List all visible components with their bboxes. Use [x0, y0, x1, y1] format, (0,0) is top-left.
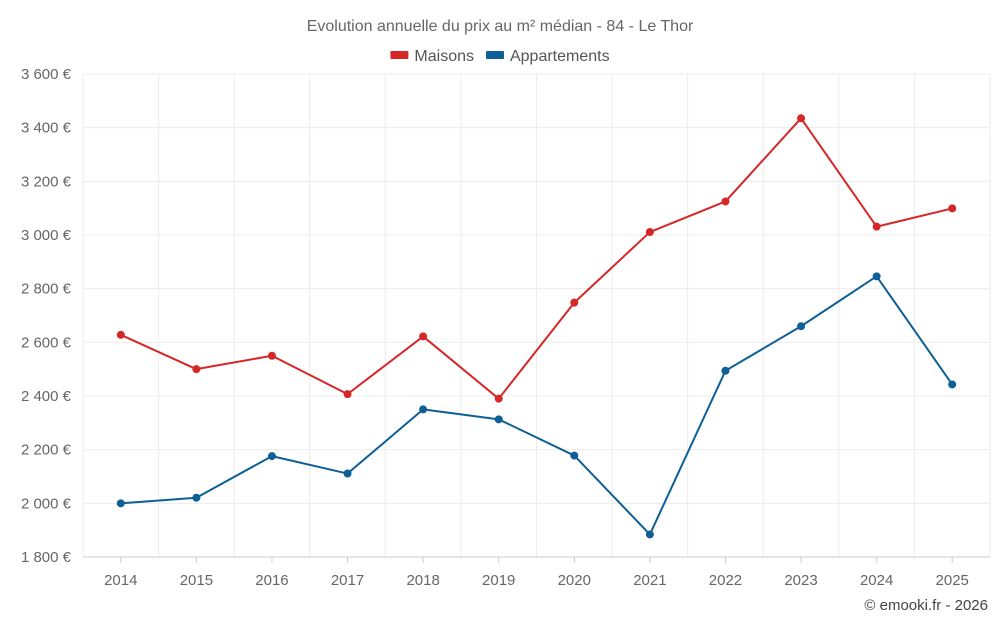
- credits-text[interactable]: © emooki.fr - 2026: [864, 597, 988, 614]
- data-point-appartements[interactable]: [645, 530, 654, 539]
- x-tick-label: 2021: [633, 572, 666, 589]
- y-tick-label: 2 200 €: [21, 442, 72, 459]
- series-line-appartements[interactable]: [119, 275, 954, 536]
- chart-grid: [82, 73, 991, 558]
- data-point-appartements[interactable]: [872, 272, 881, 281]
- series-maisons[interactable]: [116, 114, 957, 403]
- data-point-appartements[interactable]: [570, 451, 579, 460]
- data-point-appartements[interactable]: [494, 415, 503, 424]
- y-tick-label: 1 800 €: [21, 549, 72, 566]
- data-point-appartements[interactable]: [192, 493, 201, 502]
- data-point-maisons[interactable]: [797, 114, 806, 123]
- data-point-appartements[interactable]: [116, 499, 125, 508]
- data-point-maisons[interactable]: [192, 365, 201, 374]
- y-axis: 1 800 € 2 000 € 2 200 € 2 400 € 2 600 € 2 800…: [21, 66, 72, 566]
- x-tick-label: 2016: [255, 572, 288, 589]
- data-point-maisons[interactable]: [872, 222, 881, 231]
- legend-label-maisons[interactable]: Maisons: [414, 48, 474, 65]
- chart-legend: Maisons Appartements: [390, 48, 610, 65]
- x-tick-label: 2020: [558, 572, 591, 589]
- data-point-appartements[interactable]: [948, 380, 957, 389]
- y-tick-label: 3 400 €: [21, 120, 72, 137]
- x-tick-label: 2025: [936, 572, 969, 589]
- y-tick-label: 3 600 €: [21, 66, 72, 83]
- data-point-appartements[interactable]: [343, 469, 352, 478]
- x-tick-label: 2014: [104, 572, 137, 589]
- data-point-maisons[interactable]: [494, 394, 503, 403]
- data-point-maisons[interactable]: [645, 228, 654, 237]
- data-point-appartements[interactable]: [721, 366, 730, 375]
- y-tick-label: 2 600 €: [21, 334, 72, 351]
- data-point-maisons[interactable]: [948, 204, 957, 213]
- data-point-maisons[interactable]: [267, 351, 276, 360]
- legend-swatch-maisons[interactable]: [390, 51, 409, 59]
- data-point-appartements[interactable]: [419, 405, 428, 414]
- y-tick-label: 2 800 €: [21, 281, 72, 298]
- y-tick-label: 2 400 €: [21, 388, 72, 405]
- legend-swatch-appartements[interactable]: [485, 51, 504, 59]
- data-point-maisons[interactable]: [419, 332, 428, 341]
- x-tick-label: 2022: [709, 572, 742, 589]
- x-tick-label: 2017: [331, 572, 364, 589]
- legend-label-appartements[interactable]: Appartements: [510, 48, 610, 65]
- data-point-appartements[interactable]: [797, 322, 806, 331]
- x-tick-label: 2023: [784, 572, 817, 589]
- x-tick-label: 2015: [180, 572, 213, 589]
- x-tick-label: 2018: [406, 572, 439, 589]
- x-axis: 2014 2015 2016 2017 2018 2019 2020 2021 2022 2023…: [83, 556, 990, 589]
- y-tick-label: 3 200 €: [21, 173, 72, 190]
- y-tick-label: 2 000 €: [21, 495, 72, 512]
- data-point-maisons[interactable]: [343, 390, 352, 399]
- series-appartements[interactable]: [116, 272, 957, 539]
- data-point-maisons[interactable]: [116, 330, 125, 339]
- series-layer: [116, 114, 957, 539]
- data-point-maisons[interactable]: [570, 298, 579, 307]
- data-point-maisons[interactable]: [721, 197, 730, 206]
- y-tick-label: 3 000 €: [21, 227, 72, 244]
- data-point-appartements[interactable]: [267, 452, 276, 461]
- series-line-maisons[interactable]: [119, 117, 954, 400]
- x-tick-label: 2024: [860, 572, 893, 589]
- x-tick-label: 2019: [482, 572, 515, 589]
- chart-title: Evolution annuelle du prix au m² médian …: [307, 18, 694, 35]
